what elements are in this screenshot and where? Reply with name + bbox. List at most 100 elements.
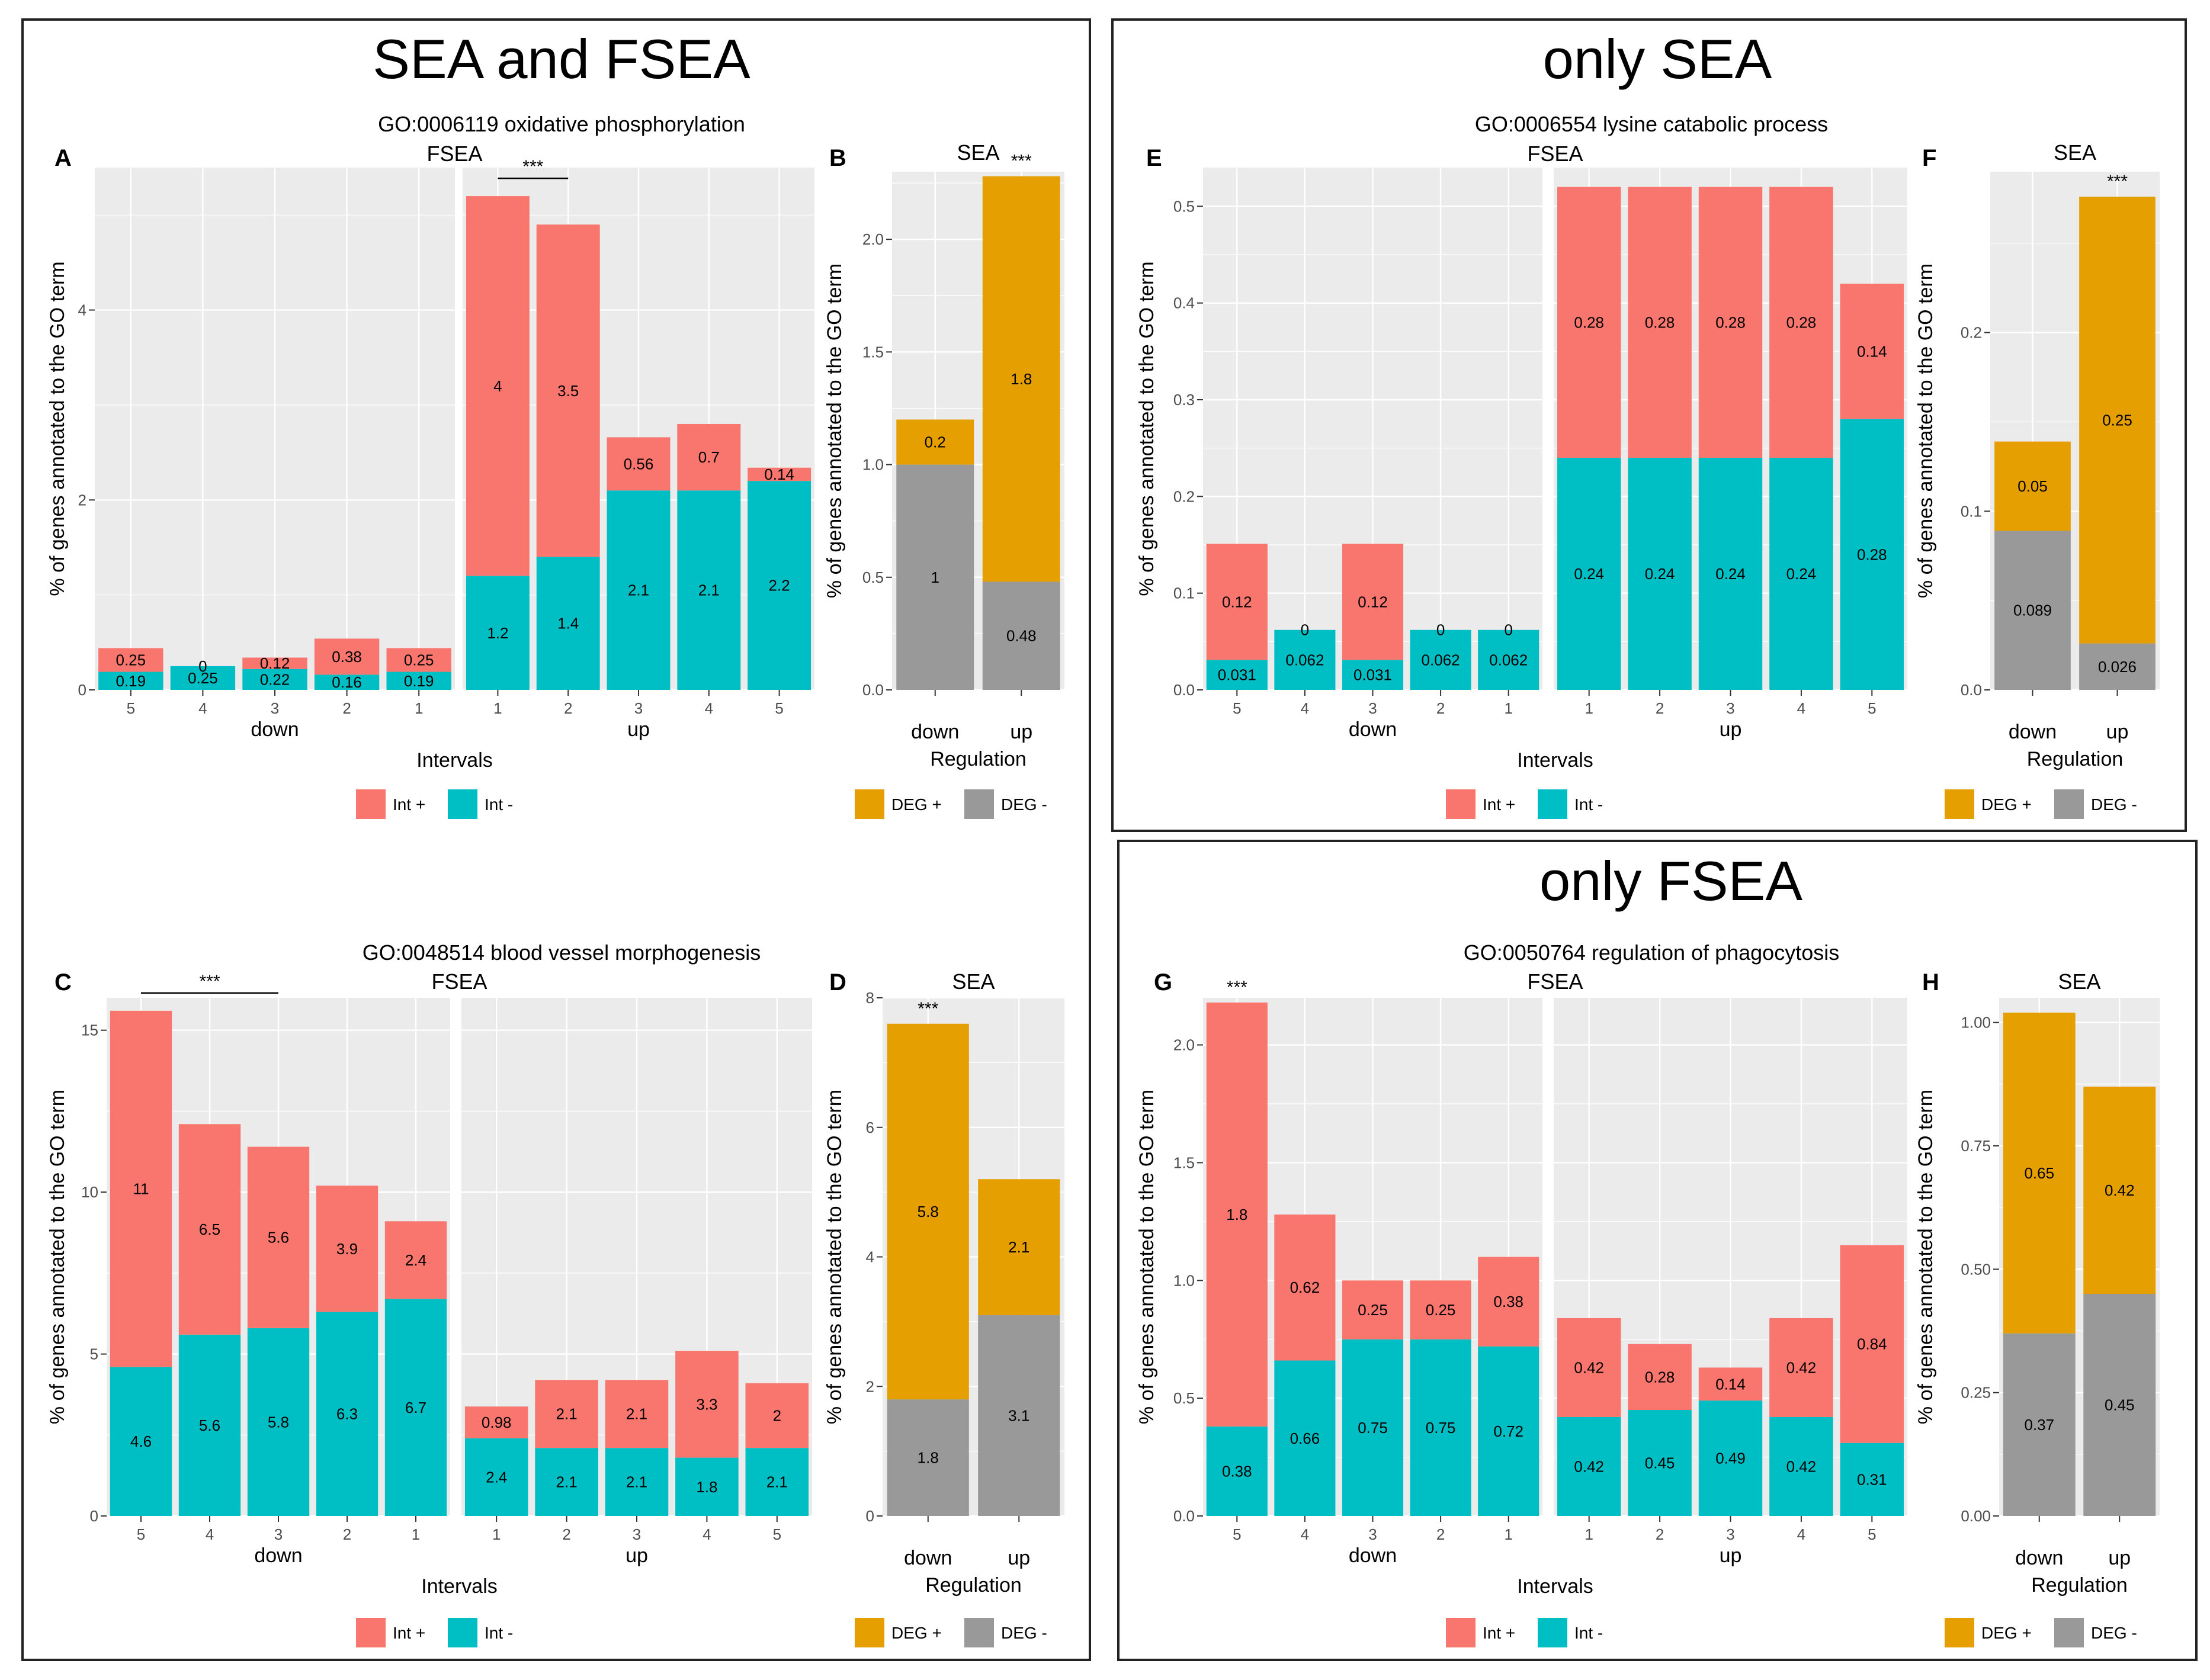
- panel-letter-g: G: [1154, 969, 1172, 995]
- legend-swatch-int-plus-c: [356, 1618, 386, 1647]
- panel-subtitle-h: SEA: [2058, 969, 2100, 994]
- bar-segment-plus-a: [536, 224, 600, 557]
- bar-label-plus-a: 3.5: [557, 382, 579, 400]
- y-tick-label-g: 2.0: [1173, 1036, 1195, 1054]
- bar-label-plus-e: 0.28: [1715, 313, 1746, 331]
- bar-segment-plus-a: [466, 196, 530, 576]
- bar-label-minus-e: 0.24: [1645, 565, 1675, 583]
- y-tick-label-g: 1.5: [1173, 1154, 1195, 1171]
- y-axis-label-c: % of genes annotated to the GO term: [46, 1090, 69, 1424]
- bar-segment-plus-g: [1769, 1318, 1833, 1417]
- bar-segment-plus-c: [464, 1406, 528, 1438]
- y-tick-label-g: 0.0: [1173, 1507, 1195, 1525]
- panel-subtitle-c: FSEA: [431, 969, 487, 994]
- legend-label-int-minus-g: Int -: [1574, 1624, 1603, 1642]
- x-tick-label-a: 1: [493, 699, 502, 717]
- bar-label-plus-g: 0.25: [1358, 1301, 1388, 1319]
- bar-label-plus-f: 0.25: [2102, 411, 2132, 429]
- y-tick-label-b: 0.0: [862, 681, 884, 699]
- y-tick-label-b: 0.5: [862, 568, 884, 586]
- bar-label-plus-b: 0.2: [925, 433, 946, 451]
- legend-swatch-deg-minus-d: [964, 1618, 994, 1647]
- bar-label-plus-c: 3.9: [336, 1240, 358, 1258]
- x-axis-label-c: Intervals: [421, 1575, 498, 1598]
- x-tick-label-a: 3: [634, 699, 643, 717]
- bar-label-minus-e: 0.24: [1715, 565, 1746, 583]
- bar-label-minus-e: 0.031: [1218, 666, 1256, 684]
- bar-segment-plus-h: [2003, 1013, 2076, 1334]
- legend-label-deg-plus-d: DEG +: [891, 1624, 942, 1642]
- x-axis-label-f: Regulation: [2027, 748, 2124, 770]
- x-tick-label-c: 3: [274, 1525, 283, 1543]
- bar-label-plus-g: 0.38: [1493, 1293, 1523, 1310]
- charts-layer: GO:0006119 oxidative phosphorylation FSEA…: [46, 112, 2160, 1647]
- section-box-sea-and-fsea: [21, 18, 1091, 1661]
- y-tick-label-c: 15: [81, 1022, 98, 1039]
- bar-segment-plus-a: [607, 437, 671, 491]
- y-tick-label-h: 0.25: [1961, 1384, 1991, 1402]
- y-axis-label-e: % of genes annotated to the GO term: [1136, 261, 1158, 596]
- bar-segment-plus-e: [1206, 544, 1268, 660]
- bar-label-minus-f: 0.089: [2013, 602, 2052, 619]
- x-tick-label-a: 3: [271, 699, 279, 717]
- y-tick-label-g: 0.5: [1173, 1389, 1195, 1407]
- bar-label-minus-c: 6.7: [405, 1399, 426, 1416]
- y-tick-label-b: 2.0: [862, 230, 884, 248]
- bar-label-plus-g: 0.28: [1645, 1368, 1675, 1386]
- bar-label-minus-a: 1.2: [487, 624, 508, 642]
- x-tick-label-c: 3: [633, 1525, 641, 1543]
- bar-segment-plus-e: [1840, 284, 1904, 419]
- legend-swatch-deg-plus-f: [1945, 789, 1974, 819]
- x-tick-label-c: 2: [343, 1525, 351, 1543]
- panel-subtitle-g: FSEA: [1527, 969, 1583, 994]
- x-axis-label-d: Regulation: [925, 1574, 1022, 1597]
- bar-label-plus-c: 11: [133, 1180, 149, 1198]
- bar-label-minus-e: 0.062: [1489, 651, 1528, 669]
- bar-segment-plus-a: [314, 638, 380, 675]
- bar-label-plus-c: 2: [773, 1406, 781, 1424]
- x-axis-label-a: Intervals: [416, 749, 493, 772]
- facet-label-a: up: [627, 718, 650, 741]
- x-tick-label-e: 5: [1233, 699, 1241, 717]
- bar-label-plus-c: 0.98: [482, 1414, 512, 1431]
- bar-segment-minus-g: [1840, 1443, 1904, 1516]
- bar-label-minus-g: 0.38: [1222, 1462, 1252, 1480]
- y-tick-label-e: 0.3: [1173, 391, 1195, 409]
- bar-segment-minus-e: [1628, 458, 1692, 690]
- y-tick-label-d: 4: [866, 1248, 874, 1266]
- y-tick-label-h: 1.00: [1961, 1014, 1991, 1032]
- x-tick-label-a: 4: [705, 699, 713, 717]
- legend-label-int-minus-a: Int -: [485, 795, 513, 814]
- y-tick-label-f: 0.2: [1961, 324, 1982, 342]
- x-tick-label-e: 4: [1301, 699, 1309, 717]
- bar-segment-minus-a: [98, 672, 163, 690]
- y-tick-label-f: 0.0: [1961, 681, 1982, 699]
- x-axis-label-e: Intervals: [1517, 749, 1593, 772]
- legend-label-int-plus-g: Int +: [1483, 1624, 1515, 1642]
- legend-label-int-minus-e: Int -: [1574, 795, 1603, 814]
- bar-segment-minus-g: [1557, 1416, 1621, 1516]
- bar-segment-minus-a: [748, 481, 811, 690]
- legend-label-int-plus-e: Int +: [1483, 795, 1515, 814]
- bar-label-plus-g: 0.25: [1426, 1301, 1456, 1319]
- bar-segment-minus-g: [1410, 1339, 1471, 1516]
- facet-label-a: down: [251, 718, 299, 741]
- significance-marker-c: ***: [199, 972, 220, 991]
- bar-segment-minus-a: [314, 674, 380, 690]
- y-tick-label-a: 0: [78, 681, 86, 699]
- bar-segment-minus-c: [316, 1312, 379, 1516]
- x-tick-label-e: 3: [1368, 699, 1377, 717]
- bar-segment-minus-b: [982, 582, 1060, 690]
- bar-segment-minus-e: [1274, 629, 1336, 690]
- x-tick-label-g: 2: [1656, 1525, 1664, 1543]
- bar-label-minus-a: 2.2: [769, 577, 790, 595]
- bar-segment-minus-a: [170, 666, 236, 690]
- go-term-title-a: GO:0006119 oxidative phosphorylation: [378, 112, 745, 136]
- bar-segment-minus-c: [605, 1448, 669, 1516]
- y-tick-label-f: 0.1: [1961, 502, 1982, 520]
- bar-segment-minus-e: [1769, 458, 1833, 690]
- bar-label-plus-c: 6.5: [199, 1220, 220, 1238]
- x-tick-label-c: 4: [206, 1525, 214, 1543]
- x-tick-label-e: 1: [1504, 699, 1512, 717]
- y-axis-label-a: % of genes annotated to the GO term: [46, 261, 69, 596]
